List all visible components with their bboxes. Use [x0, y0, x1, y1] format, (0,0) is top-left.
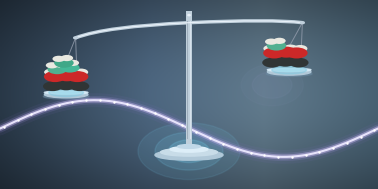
- Point: [206, 136, 212, 139]
- Circle shape: [50, 77, 69, 87]
- Circle shape: [275, 47, 297, 58]
- Ellipse shape: [169, 140, 209, 163]
- Ellipse shape: [276, 66, 302, 72]
- Circle shape: [46, 62, 58, 68]
- Circle shape: [59, 60, 71, 67]
- Circle shape: [63, 77, 83, 87]
- Point: [166, 118, 172, 121]
- Circle shape: [284, 45, 298, 52]
- Point: [179, 124, 185, 127]
- Ellipse shape: [178, 145, 200, 148]
- Circle shape: [293, 45, 307, 52]
- Circle shape: [70, 81, 89, 91]
- Point: [1, 125, 7, 128]
- Circle shape: [289, 58, 308, 67]
- Point: [42, 108, 48, 111]
- Circle shape: [285, 47, 308, 58]
- Circle shape: [187, 14, 191, 16]
- Circle shape: [262, 58, 282, 67]
- Point: [124, 103, 130, 106]
- Point: [275, 155, 281, 158]
- Point: [303, 153, 309, 156]
- Point: [371, 129, 377, 132]
- Circle shape: [54, 61, 67, 68]
- Ellipse shape: [266, 71, 312, 76]
- Circle shape: [66, 71, 88, 82]
- Point: [69, 101, 75, 104]
- Circle shape: [265, 39, 277, 45]
- Point: [316, 150, 322, 153]
- Circle shape: [273, 38, 286, 44]
- Ellipse shape: [44, 91, 88, 98]
- Circle shape: [54, 58, 74, 68]
- Circle shape: [74, 37, 77, 39]
- Point: [248, 151, 254, 154]
- Ellipse shape: [241, 64, 303, 106]
- Circle shape: [267, 41, 286, 51]
- Point: [344, 141, 350, 144]
- Ellipse shape: [170, 146, 208, 152]
- Point: [152, 112, 158, 115]
- Point: [14, 119, 20, 122]
- Ellipse shape: [252, 72, 292, 98]
- Ellipse shape: [155, 150, 223, 160]
- Circle shape: [67, 60, 79, 66]
- Point: [97, 99, 103, 102]
- Ellipse shape: [138, 123, 240, 180]
- Point: [358, 135, 364, 138]
- Circle shape: [64, 68, 79, 75]
- Circle shape: [269, 54, 288, 64]
- Point: [262, 154, 268, 157]
- Ellipse shape: [268, 68, 311, 71]
- Point: [138, 107, 144, 110]
- Point: [28, 113, 34, 116]
- Point: [289, 155, 295, 158]
- Point: [56, 104, 62, 107]
- Ellipse shape: [161, 148, 217, 156]
- Point: [220, 142, 226, 145]
- Circle shape: [53, 56, 65, 62]
- Circle shape: [282, 54, 302, 64]
- Point: [330, 146, 336, 149]
- Circle shape: [301, 22, 304, 24]
- Point: [193, 130, 199, 133]
- Polygon shape: [186, 11, 192, 147]
- Ellipse shape: [43, 94, 89, 99]
- Circle shape: [60, 55, 73, 61]
- Ellipse shape: [53, 89, 79, 94]
- Circle shape: [56, 70, 78, 81]
- Point: [83, 99, 89, 102]
- Circle shape: [43, 81, 62, 91]
- Circle shape: [263, 47, 285, 58]
- Circle shape: [74, 69, 88, 76]
- Circle shape: [188, 15, 190, 16]
- Circle shape: [276, 57, 295, 67]
- Circle shape: [263, 45, 278, 52]
- Point: [110, 100, 116, 103]
- Circle shape: [60, 63, 80, 73]
- Circle shape: [44, 71, 66, 82]
- Circle shape: [48, 64, 67, 74]
- Circle shape: [44, 69, 59, 76]
- Ellipse shape: [49, 89, 84, 97]
- Point: [234, 147, 240, 150]
- Ellipse shape: [272, 66, 307, 74]
- Ellipse shape: [268, 68, 311, 75]
- Ellipse shape: [155, 132, 223, 170]
- Circle shape: [56, 81, 76, 90]
- Ellipse shape: [44, 91, 88, 94]
